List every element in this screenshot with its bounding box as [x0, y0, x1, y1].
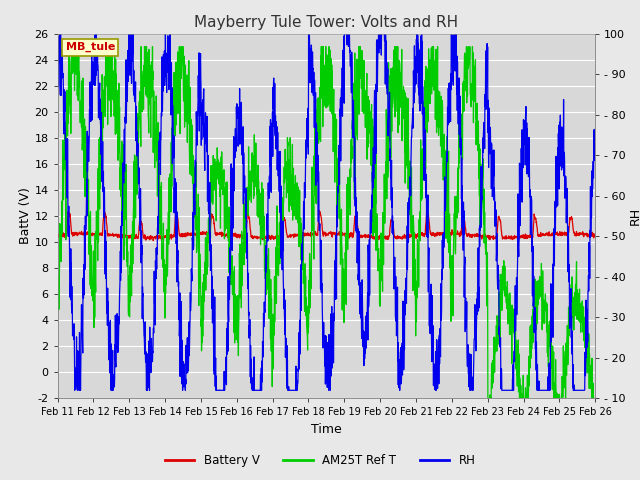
- Y-axis label: RH: RH: [628, 207, 640, 225]
- Y-axis label: BattV (V): BattV (V): [19, 188, 31, 244]
- Legend: Battery V, AM25T Ref T, RH: Battery V, AM25T Ref T, RH: [160, 449, 480, 472]
- X-axis label: Time: Time: [311, 423, 342, 436]
- Title: Mayberry Tule Tower: Volts and RH: Mayberry Tule Tower: Volts and RH: [195, 15, 458, 30]
- Text: MB_tule: MB_tule: [66, 42, 115, 52]
